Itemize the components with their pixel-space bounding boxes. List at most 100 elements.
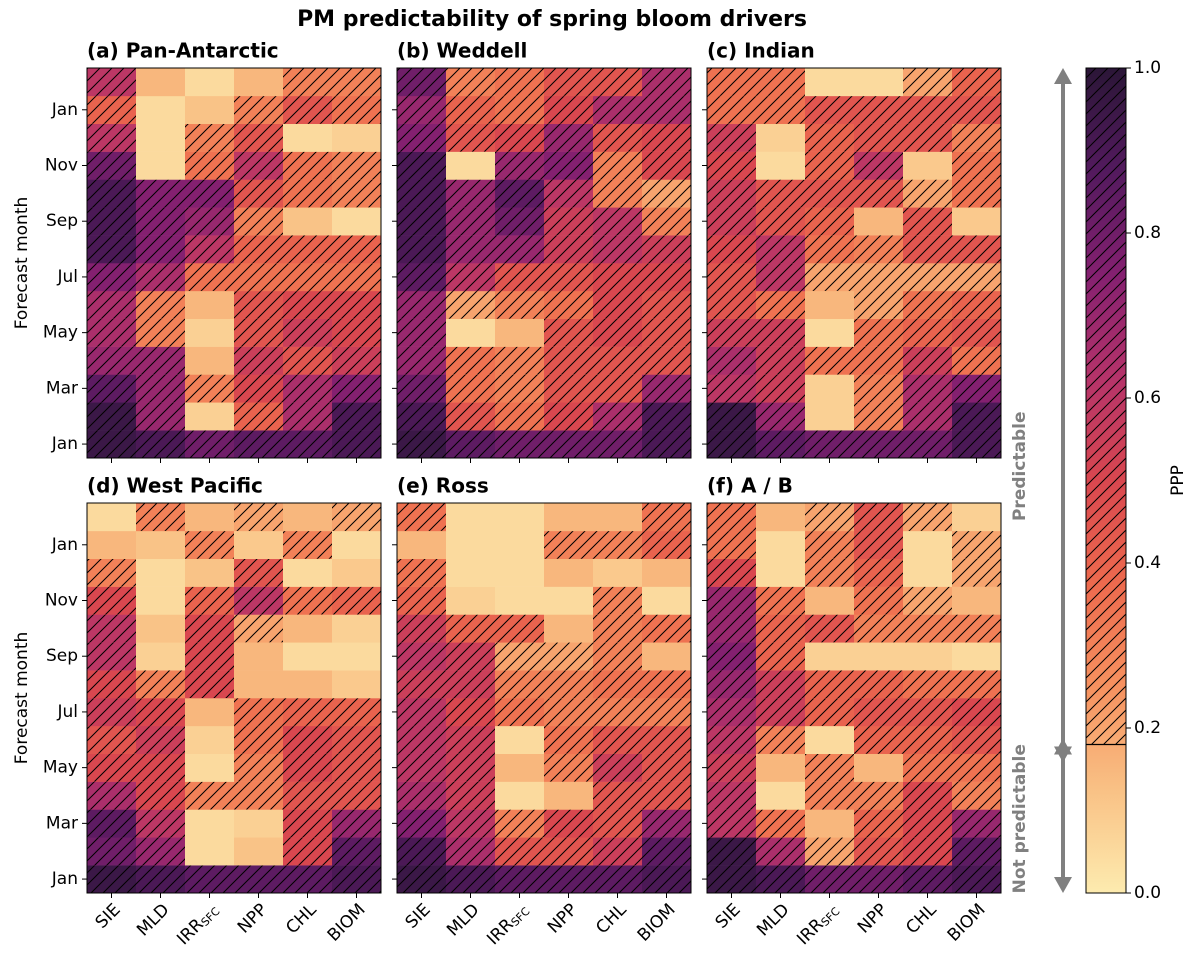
hatch [397,586,446,615]
hatch [707,837,756,866]
hatch [234,374,283,403]
hatch [87,235,136,263]
hatch [544,670,593,698]
hatch [593,402,642,431]
hatch [903,374,952,403]
heat-cell [234,809,284,838]
hatch [495,346,544,375]
y-axis-label: Forecast month [12,632,32,765]
hatch [756,865,805,893]
hatch [544,290,593,319]
hatch [903,781,952,810]
heat-cell [136,151,186,180]
hatch [234,753,283,782]
x-tick-label: NPP [854,900,892,938]
predictable-label: Predictable [1010,411,1030,521]
hatch [707,430,756,458]
y-tick-label: Jan [51,535,78,555]
x-tick-label-main: BIOM [324,900,370,946]
hatch [234,318,283,347]
hatch [544,68,593,96]
hatch [707,698,756,726]
heat-cell [185,837,235,866]
heat-cell [952,503,1002,532]
hatch [283,809,332,838]
hatch [805,123,854,152]
hatch [544,530,593,559]
hatch [952,865,1001,893]
hatch [332,346,381,375]
heat-cell [283,503,333,532]
hatch [397,374,446,403]
hatch [756,235,805,263]
heat-cell [805,374,855,403]
hatch [544,151,593,180]
hatch [642,346,691,375]
hatch [903,290,952,319]
y-tick-label: Jan [51,100,78,120]
hatch [854,698,903,726]
hatch [397,670,446,698]
hatch [593,207,642,236]
hatch [332,263,381,291]
heat-cell [805,290,855,320]
x-tick-label: SIE [712,900,745,933]
colorbar-frame [1085,67,1127,894]
panel-title: (e) Ross [397,474,489,498]
heat-cell [283,207,333,236]
hatch [446,179,495,208]
heat-cell [854,207,904,236]
x-tick-label-main: NPP [854,900,892,938]
hatch [854,614,903,643]
hatch [283,151,332,180]
hatch [854,558,903,587]
hatch [446,698,495,726]
heat-cell [495,318,545,347]
not-predictable-label: Not predictable [1010,744,1030,893]
hatch [593,586,642,615]
hatch [642,530,691,559]
hatch [805,207,854,236]
hatch [283,725,332,754]
hatch [593,68,642,96]
hatch [952,530,1001,559]
hatch [642,151,691,180]
heat-cell [903,642,953,671]
hatch [495,263,544,291]
hatch [756,290,805,319]
hatch [805,837,854,866]
hatch [446,809,495,838]
hatch [495,68,544,96]
hatch [544,837,593,866]
hatch [642,263,691,291]
x-tick-label: NPP [544,900,582,938]
hatch [756,614,805,643]
heat-cell [185,290,235,320]
hatch [544,374,593,403]
hatch [952,430,1001,458]
hatch [707,530,756,559]
hatch [756,837,805,866]
arrow-head [1054,738,1072,755]
x-tick-label-main: MLD [133,900,173,940]
hatch [707,642,756,671]
hatch [495,290,544,319]
hatch [185,781,234,810]
x-tick-label-main: CHL [902,900,941,939]
heat-cell [805,586,855,615]
heat-cell [805,68,855,97]
heat-cell [446,318,496,347]
hatch [185,263,234,291]
hatch [446,614,495,643]
hatch [87,670,136,698]
hatch [185,207,234,236]
hatch [283,235,332,263]
hatch [87,207,136,236]
hatch [903,346,952,375]
hatch [805,753,854,782]
hatch [332,68,381,96]
hatch [397,503,446,531]
hatch [854,235,903,263]
y-tick-label: Nov [45,156,78,176]
heat-cell [136,68,186,97]
